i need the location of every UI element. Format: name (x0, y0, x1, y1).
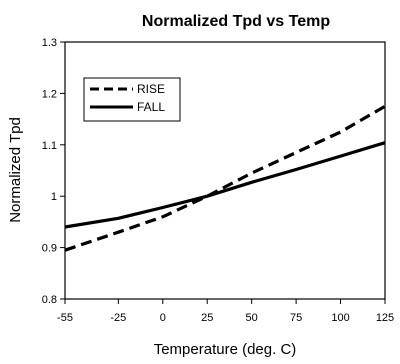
y-tick-label: 1.1 (42, 140, 57, 152)
x-tick-label: 25 (201, 312, 213, 324)
x-tick-label: 75 (290, 312, 302, 324)
y-axis: 0.8 0.9 1 1.1 1.2 1.3 (42, 37, 65, 306)
x-tick-label: 100 (331, 312, 349, 324)
x-tick-label: -25 (110, 312, 126, 324)
legend-label-fall: FALL (137, 100, 165, 114)
x-axis-label: Temperature (deg. C) (154, 341, 297, 358)
legend: RISE FALL (83, 77, 181, 122)
y-tick-label: 1.3 (42, 37, 57, 49)
y-tick-label: 0.9 (42, 243, 57, 255)
chart-title: Normalized Tpd vs Temp (142, 13, 330, 30)
x-tick-label: -55 (57, 312, 73, 324)
x-axis: -55 -25 0 25 50 75 100 125 (57, 299, 394, 324)
series-line-rise (64, 104, 386, 252)
x-tick-label: 0 (160, 312, 166, 324)
legend-label-rise: RISE (137, 82, 165, 96)
x-tick-label: 125 (376, 312, 394, 324)
y-tick-label: 0.8 (42, 294, 57, 306)
y-tick-label: 1 (51, 191, 57, 203)
y-tick-label: 1.2 (42, 88, 57, 100)
series-line-fall (64, 141, 386, 229)
y-axis-label: Normalized Tpd (7, 117, 24, 223)
x-tick-label: 50 (246, 312, 258, 324)
legend-box (83, 77, 181, 122)
series-lines (64, 104, 386, 252)
